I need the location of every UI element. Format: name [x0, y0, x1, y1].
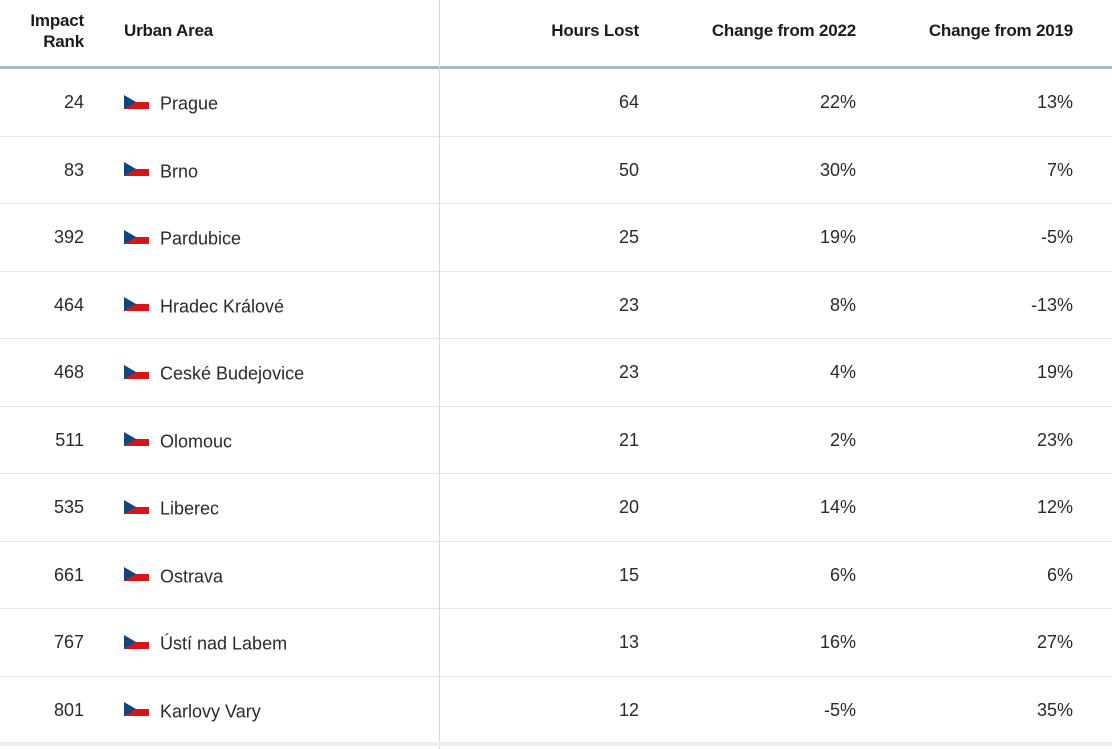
change-from-2022-cell: 4%: [829, 362, 856, 382]
table-row: 83 Brno 50 30% 7%: [0, 137, 1112, 204]
table-header: Impact Rank Urban Area Hours Lost Change…: [0, 0, 1112, 69]
urban-area-name: Ostrava: [160, 565, 224, 586]
column-divider: [439, 0, 440, 749]
header-hours-lost[interactable]: Hours Lost: [551, 21, 639, 40]
change-from-2022-cell: 16%: [819, 632, 856, 652]
header-impact-rank-line2: Rank: [43, 32, 84, 51]
change-from-2019-cell: 23%: [1036, 429, 1073, 450]
urban-area-cell: Olomouc: [124, 407, 424, 473]
table-row: 767 Ústí nad Labem 13 16% 27%: [0, 609, 1112, 677]
impact-rank-cell: 468: [53, 362, 84, 382]
hours-lost-cell: 23: [618, 362, 639, 382]
hours-lost-cell: 13: [618, 632, 639, 652]
change-from-2019-cell: 7%: [1046, 159, 1073, 180]
change-from-2022-cell: 8%: [829, 294, 856, 315]
change-from-2019-cell: 19%: [1036, 362, 1073, 382]
hours-lost-cell: 20: [618, 497, 639, 517]
czech-flag-icon: [124, 567, 149, 582]
urban-area-name: Ústí nad Labem: [160, 633, 288, 654]
urban-area-cell: Pardubice: [124, 204, 424, 270]
change-from-2022-cell: 14%: [819, 497, 856, 517]
change-from-2022-cell: -5%: [823, 699, 856, 720]
impact-rank-cell: 661: [53, 564, 84, 585]
urban-area-name: Karlovy Vary: [160, 700, 261, 721]
czech-flag-icon: [124, 297, 149, 312]
change-from-2022-cell: 2%: [829, 429, 856, 450]
urban-area-name: Prague: [160, 93, 219, 114]
czech-flag-icon: [124, 702, 149, 717]
header-change-from-2019[interactable]: Change from 2019: [928, 21, 1073, 40]
hours-lost-cell: 15: [618, 564, 639, 585]
change-from-2019-cell: 12%: [1036, 497, 1073, 517]
change-from-2022-cell: 22%: [819, 92, 856, 112]
hours-lost-cell: 12: [618, 699, 639, 720]
impact-rank-cell: 801: [53, 699, 84, 720]
header-impact-rank-line1: Impact: [30, 11, 84, 30]
impact-rank-cell: 392: [53, 227, 84, 247]
change-from-2019-cell: -5%: [1040, 227, 1073, 247]
hours-lost-cell: 23: [618, 294, 639, 315]
impact-rank-cell: 24: [63, 92, 84, 112]
header-urban-area[interactable]: Urban Area: [124, 21, 214, 40]
header-change-from-2022[interactable]: Change from 2022: [711, 21, 856, 40]
urban-area-cell: Hradec Králové: [124, 272, 424, 338]
urban-area-cell: Ústí nad Labem: [124, 609, 424, 675]
change-from-2019-cell: 13%: [1036, 92, 1073, 112]
change-from-2019-cell: -13%: [1030, 294, 1073, 315]
change-from-2022-cell: 30%: [819, 159, 856, 180]
czech-flag-icon: [124, 499, 149, 514]
urban-area-cell: Brno: [124, 137, 424, 203]
urban-area-cell: Karlovy Vary: [124, 677, 424, 743]
hours-lost-cell: 21: [618, 429, 639, 450]
urban-area-cell: Liberec: [124, 474, 424, 540]
change-from-2019-cell: 35%: [1036, 699, 1073, 720]
table-row: 24 Prague 64 22% 13%: [0, 69, 1112, 137]
table-row: 511 Olomouc 21 2% 23%: [0, 407, 1112, 474]
change-from-2019-cell: 6%: [1046, 564, 1073, 585]
table-row: 468 Ceské Budejovice 23 4% 19%: [0, 339, 1112, 407]
table-row: 392 Pardubice 25 19% -5%: [0, 204, 1112, 272]
change-from-2022-cell: 6%: [829, 564, 856, 585]
urban-area-name: Liberec: [160, 498, 220, 519]
urban-area-cell: Ostrava: [124, 542, 424, 608]
czech-flag-icon: [124, 634, 149, 649]
czech-flag-icon: [124, 432, 149, 447]
impact-rank-cell: 511: [55, 429, 84, 450]
urban-area-name: Pardubice: [160, 228, 242, 249]
czech-flag-icon: [124, 229, 149, 244]
change-from-2019-cell: 27%: [1036, 632, 1073, 652]
hours-lost-cell: 50: [618, 159, 639, 180]
impact-rank-cell: 535: [53, 497, 84, 517]
impact-rank-cell: 767: [53, 632, 84, 652]
urban-area-name: Olomouc: [160, 430, 233, 451]
table-row: 464 Hradec Králové 23 8% -13%: [0, 272, 1112, 339]
urban-area-cell: Prague: [124, 69, 424, 135]
czech-flag-icon: [124, 364, 149, 379]
table-row: 535 Liberec 20 14% 12%: [0, 474, 1112, 542]
urban-area-name: Ceské Budejovice: [160, 363, 305, 384]
hours-lost-cell: 25: [618, 227, 639, 247]
urban-area-name: Brno: [160, 160, 199, 181]
czech-flag-icon: [124, 162, 149, 177]
urban-area-cell: Ceské Budejovice: [124, 339, 424, 405]
impact-rank-cell: 464: [53, 294, 84, 315]
change-from-2022-cell: 19%: [819, 227, 856, 247]
czech-flag-icon: [124, 94, 149, 109]
table-body: 24 Prague 64 22% 13% 83 Brno: [0, 69, 1112, 744]
table-row: 661 Ostrava 15 6% 6%: [0, 542, 1112, 609]
header-impact-rank[interactable]: Impact Rank: [0, 10, 84, 52]
urban-area-name: Hradec Králové: [160, 295, 285, 316]
table-row: 801 Karlovy Vary 12 -5% 35%: [0, 677, 1112, 744]
impact-rank-cell: 83: [63, 159, 84, 180]
table-bottom-rule: [0, 742, 1112, 746]
hours-lost-cell: 64: [618, 92, 639, 112]
